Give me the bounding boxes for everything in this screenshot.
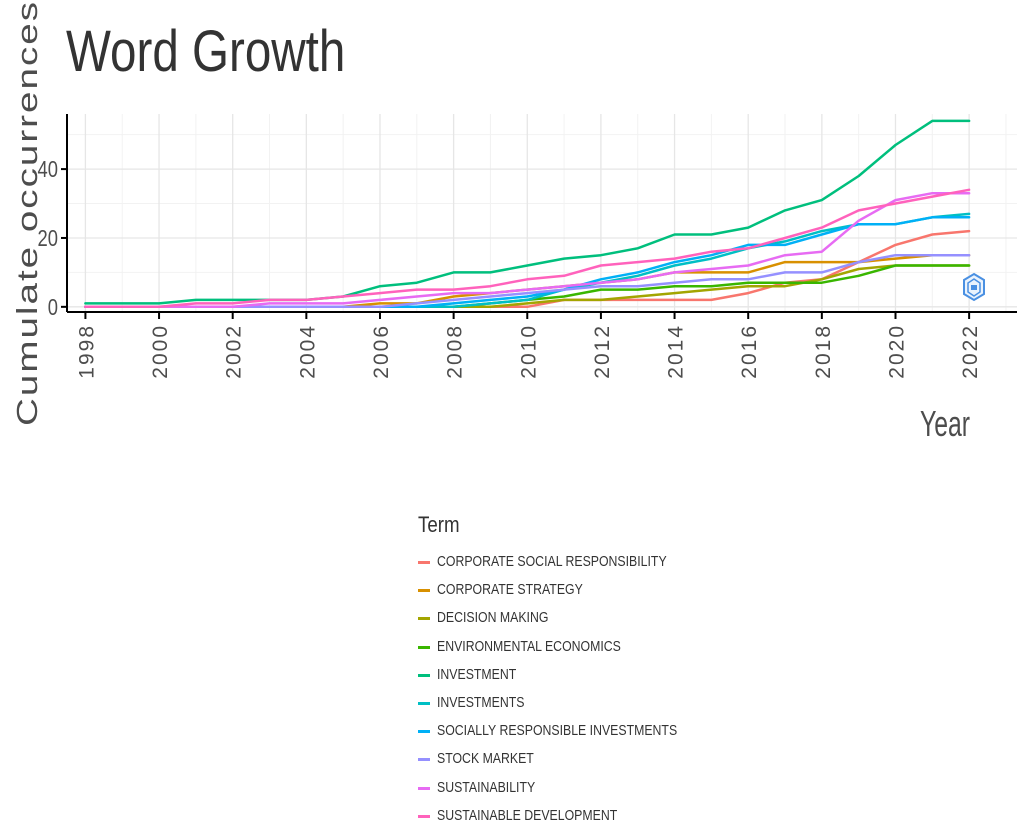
x-tick-label: 2020 [885, 324, 908, 379]
legend-label: ENVIRONMENTAL ECONOMICS [437, 637, 621, 655]
legend-item: STOCK MARKET [418, 747, 534, 775]
x-tick-label: 2002 [223, 324, 246, 379]
legend-label: DECISION MAKING [437, 609, 549, 627]
axes [61, 114, 1017, 319]
x-tick-label: 2012 [591, 324, 614, 379]
chart-title: Word Growth [66, 19, 346, 84]
legend-item: CORPORATE STRATEGY [418, 578, 583, 606]
legend-label: INVESTMENT [437, 665, 517, 683]
legend-swatch [418, 701, 430, 705]
tick-labels: 1998 2000 2002 2004 2006 2008 2010 2012 2014 2016… [38, 157, 983, 379]
legend-swatch [418, 617, 430, 621]
y-tick-label: 40 [38, 157, 58, 182]
x-tick-label: 2022 [959, 324, 982, 379]
shield-logo-icon [963, 272, 985, 302]
legend-item: ENVIRONMENTAL ECONOMICS [418, 635, 621, 663]
x-tick-label: 2016 [738, 324, 761, 379]
legend-label: SOCIALLY RESPONSIBLE INVESTMENTS [437, 722, 678, 740]
x-tick-label: 2010 [517, 324, 540, 379]
legend-title: Term [418, 512, 460, 537]
y-axis-label: Cumulate occurrences [12, 0, 44, 426]
legend-item: SUSTAINABILITY [418, 776, 535, 804]
y-tick-label: 0 [48, 295, 58, 320]
series-line [84, 191, 971, 309]
legend-item: DECISION MAKING [418, 606, 548, 634]
legend-label: STOCK MARKET [437, 750, 534, 768]
legend: Term CORPORATE SOCIAL RESPONSIBILITY CORP… [418, 512, 677, 832]
x-tick-label: 2004 [296, 324, 319, 379]
x-tick-label: 1998 [75, 324, 98, 379]
legend-swatch [418, 673, 430, 677]
legend-label: CORPORATE STRATEGY [437, 581, 583, 599]
y-tick-label: 20 [38, 226, 58, 251]
x-tick-label: 2008 [444, 324, 467, 379]
legend-item: SUSTAINABLE DEVELOPMENT [418, 804, 617, 832]
legend-swatch [418, 589, 430, 593]
legend-swatch [418, 561, 430, 564]
legend-swatch [418, 786, 430, 790]
legend-label: INVESTMENTS [437, 693, 525, 711]
legend-swatch [418, 758, 430, 762]
legend-swatch [418, 814, 430, 818]
legend-label: CORPORATE SOCIAL RESPONSIBILITY [437, 553, 667, 570]
legend-label: SUSTAINABLE DEVELOPMENT [437, 806, 618, 824]
legend-label: SUSTAINABILITY [437, 778, 536, 796]
legend-swatch [418, 730, 430, 734]
legend-swatch [418, 645, 430, 649]
legend-item: SOCIALLY RESPONSIBLE INVESTMENTS [418, 719, 677, 747]
x-axis-label: Year [920, 403, 970, 444]
legend-items: CORPORATE SOCIAL RESPONSIBILITY CORPORATE… [418, 550, 677, 832]
x-tick-label: 2006 [370, 324, 393, 379]
x-tick-label: 2018 [812, 324, 835, 379]
chart-plot: 1998 2000 2002 2004 2006 2008 2010 2012 2014 2016… [12, 0, 1017, 444]
x-tick-label: 2014 [665, 324, 688, 379]
series-line [84, 188, 971, 309]
grid-lines [67, 114, 1017, 312]
legend-item: INVESTMENTS [418, 691, 524, 719]
series-lines [84, 119, 971, 309]
x-tick-label: 2000 [149, 324, 172, 379]
legend-item: INVESTMENT [418, 663, 516, 691]
legend-item: CORPORATE SOCIAL RESPONSIBILITY [418, 550, 667, 578]
series-line [84, 119, 971, 305]
